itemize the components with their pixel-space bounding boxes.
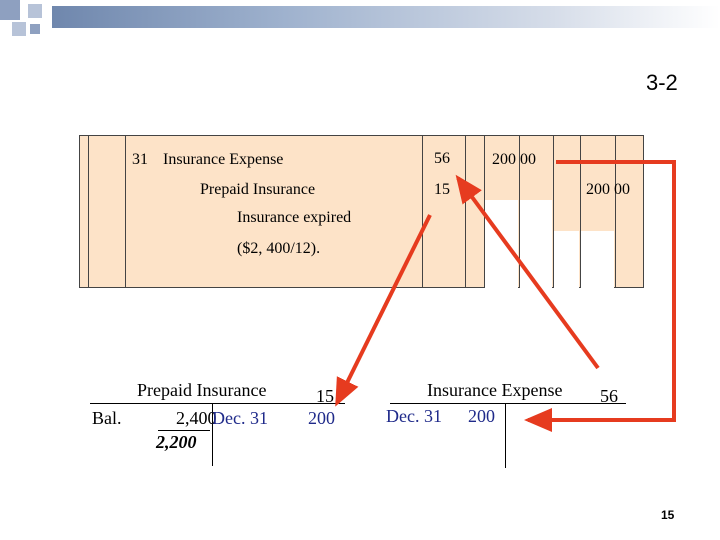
journal-column-line	[125, 136, 126, 287]
journal-explanation-calc: ($2, 400/12).	[237, 240, 321, 257]
journal-credit-ref: 15	[434, 181, 450, 198]
journal-debit-amount: 200 00	[492, 151, 536, 168]
journal-column-line	[553, 136, 554, 287]
t-account-prepaid-total-line	[158, 430, 210, 431]
journal-column-line	[465, 136, 466, 287]
t-account-prepaid-divider	[212, 403, 213, 466]
header-gradient-bar	[52, 6, 720, 28]
journal-column-line	[422, 136, 423, 287]
journal-blank-cell	[581, 231, 614, 288]
t-account-prepaid-title: Prepaid Insurance	[137, 380, 267, 400]
header-square-3	[12, 22, 26, 36]
journal-blank-cell	[554, 231, 579, 288]
journal-debit-account: Insurance Expense	[163, 151, 284, 168]
t-account-expense-debit-label: Dec. 31	[386, 406, 442, 426]
t-account-expense-debit-amount: 200	[468, 406, 495, 426]
journal-column-line	[88, 136, 89, 287]
arrow-prepaid-ref-back	[455, 174, 600, 370]
t-account-expense-top-line	[390, 403, 626, 404]
t-account-prepaid-number: 15	[316, 386, 334, 406]
t-account-expense-title: Insurance Expense	[427, 380, 563, 400]
journal-blank-cell	[485, 200, 518, 288]
t-account-prepaid-top-line	[90, 403, 345, 404]
journal-column-line	[519, 136, 520, 287]
journal-credit-amount: 200 00	[586, 181, 630, 198]
journal-explanation: Insurance expired	[237, 209, 352, 226]
t-account-prepaid-bal-amount: 2,400	[176, 408, 217, 428]
journal-debit-ref: 56	[434, 150, 450, 167]
journal-entry: 31 Insurance Expense 56 200 00 Prepaid I…	[79, 135, 644, 288]
header-square-4	[30, 24, 40, 34]
page-number: 15	[661, 508, 675, 522]
journal-credit-account: Prepaid Insurance	[200, 181, 316, 198]
t-account-expense-number: 56	[600, 386, 618, 406]
journal-day: 31	[132, 151, 148, 168]
header-square-2	[28, 4, 42, 18]
arrow-credit-to-prepaid	[335, 214, 432, 407]
t-account-prepaid-credit-amount: 200	[308, 408, 335, 428]
t-account-prepaid-credit-label: Dec. 31	[212, 408, 268, 428]
t-account-prepaid-bal-label: Bal.	[92, 408, 122, 428]
header-square-1	[0, 0, 20, 20]
journal-blank-cell	[520, 200, 552, 288]
t-account-expense-divider	[505, 403, 506, 468]
journal-column-line	[615, 136, 616, 287]
journal-column-line	[580, 136, 581, 287]
slide-label: 3-2	[646, 70, 678, 95]
arrow-debit-to-expense	[524, 160, 676, 432]
t-account-prepaid-ending-balance: 2,200	[156, 432, 197, 452]
